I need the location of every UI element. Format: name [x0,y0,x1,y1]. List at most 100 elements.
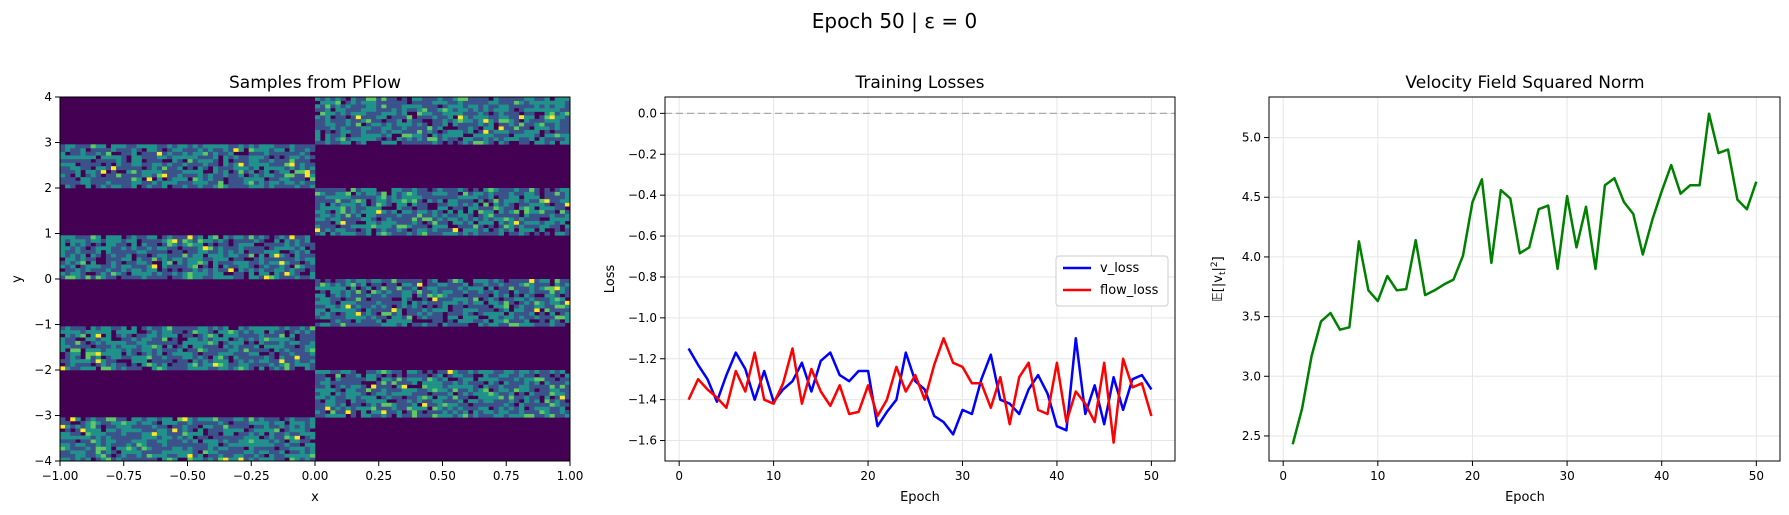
heatmap-cell [284,435,290,440]
x-tick-label: 0.00 [302,469,329,483]
heatmap-cell [116,166,122,171]
panel3-xlabel: Epoch [1505,490,1545,505]
heatmap-cell [381,231,387,236]
heatmap-cell [218,268,224,273]
heatmap-cell [366,315,372,320]
heatmap-cell [371,206,377,211]
heatmap-cell [462,370,469,374]
heatmap-cell [432,129,438,134]
heatmap-cell [90,348,96,353]
heatmap-cell [345,395,351,400]
heatmap-cell [218,435,224,440]
heatmap-cell [264,446,270,451]
heatmap-cell [207,235,214,240]
ylabel-close: ] [1211,256,1226,261]
heatmap-cell [162,246,168,251]
heatmap-cell [136,264,142,269]
heatmap-cell [401,198,408,203]
heatmap-cell [544,297,550,302]
heatmap-cell [105,249,112,254]
heatmap-cell [325,224,331,229]
heatmap-cell [406,413,413,418]
heatmap-cell [524,380,530,385]
heatmap-cell [151,431,158,436]
heatmap-cell [207,431,214,436]
heatmap-cell [488,231,494,236]
heatmap-cell [85,362,91,367]
heatmap-cell [269,442,275,447]
heatmap-cell [284,184,290,189]
heatmap-cell [228,264,234,269]
heatmap-cell [432,289,438,294]
heatmap-cell [355,231,362,236]
heatmap-cell [146,162,153,167]
heatmap-cell [432,195,438,200]
heatmap-cell [116,340,122,345]
heatmap-cell [146,180,153,185]
heatmap-cell [309,260,316,265]
heatmap-cell [498,399,504,404]
heatmap-cell [320,191,326,196]
heatmap-cell [131,177,137,182]
heatmap-cell [391,402,397,407]
heatmap-cell [213,362,219,367]
heatmap-cell [116,158,122,163]
heatmap-cell [457,293,464,298]
heatmap-cell [559,384,566,389]
heatmap-cell [340,391,346,396]
heatmap-cell [391,231,397,236]
heatmap-cell [396,224,402,229]
heatmap-cell [513,388,520,393]
heatmap-cell [111,351,117,356]
heatmap-cell [442,282,448,287]
heatmap-cell [228,348,234,353]
heatmap-cell [294,457,300,462]
heatmap-cell [253,417,260,422]
heatmap-cell [406,391,413,396]
heatmap-cell [519,282,525,287]
heatmap-cell [411,286,418,291]
heatmap-cell [325,297,331,302]
heatmap-cell [233,147,239,152]
heatmap-cell [304,166,311,171]
heatmap-cell [483,122,489,127]
heatmap-cell [177,348,183,353]
heatmap-cell [315,202,321,207]
heatmap-cell [529,195,535,200]
heatmap-cell [498,118,504,123]
heatmap-cell [473,137,479,141]
heatmap-cell [462,319,469,323]
heatmap-cell [340,380,346,385]
heatmap-cell [350,300,357,305]
heatmap-cell [223,264,229,269]
heatmap-cell [325,188,331,192]
heatmap-cell [156,169,163,174]
heatmap-cell [70,439,76,444]
heatmap-cell [381,213,387,218]
heatmap-cell [457,111,464,116]
heatmap-cell [396,198,402,203]
heatmap-cell [207,177,214,182]
heatmap-cell [172,428,178,433]
heatmap-cell [156,257,163,262]
heatmap-cell [411,129,418,134]
heatmap-cell [95,351,102,356]
heatmap-cell [493,293,499,298]
heatmap-cell [345,380,351,385]
heatmap-cell [75,340,81,345]
heatmap-cell [493,289,499,294]
heatmap-cell [151,158,158,163]
heatmap-cell [411,388,418,393]
heatmap-cell [396,111,402,116]
heatmap-cell [258,450,265,455]
heatmap-cell [519,122,525,127]
heatmap-cell [274,173,280,178]
heatmap-cell [478,111,484,116]
heatmap-cell [468,104,474,109]
heatmap-cell [75,147,81,152]
heatmap-cell [366,133,372,138]
heatmap-cell [172,151,178,156]
heatmap-cell [330,286,336,291]
heatmap-cell [529,118,535,123]
heatmap-cell [559,413,566,418]
